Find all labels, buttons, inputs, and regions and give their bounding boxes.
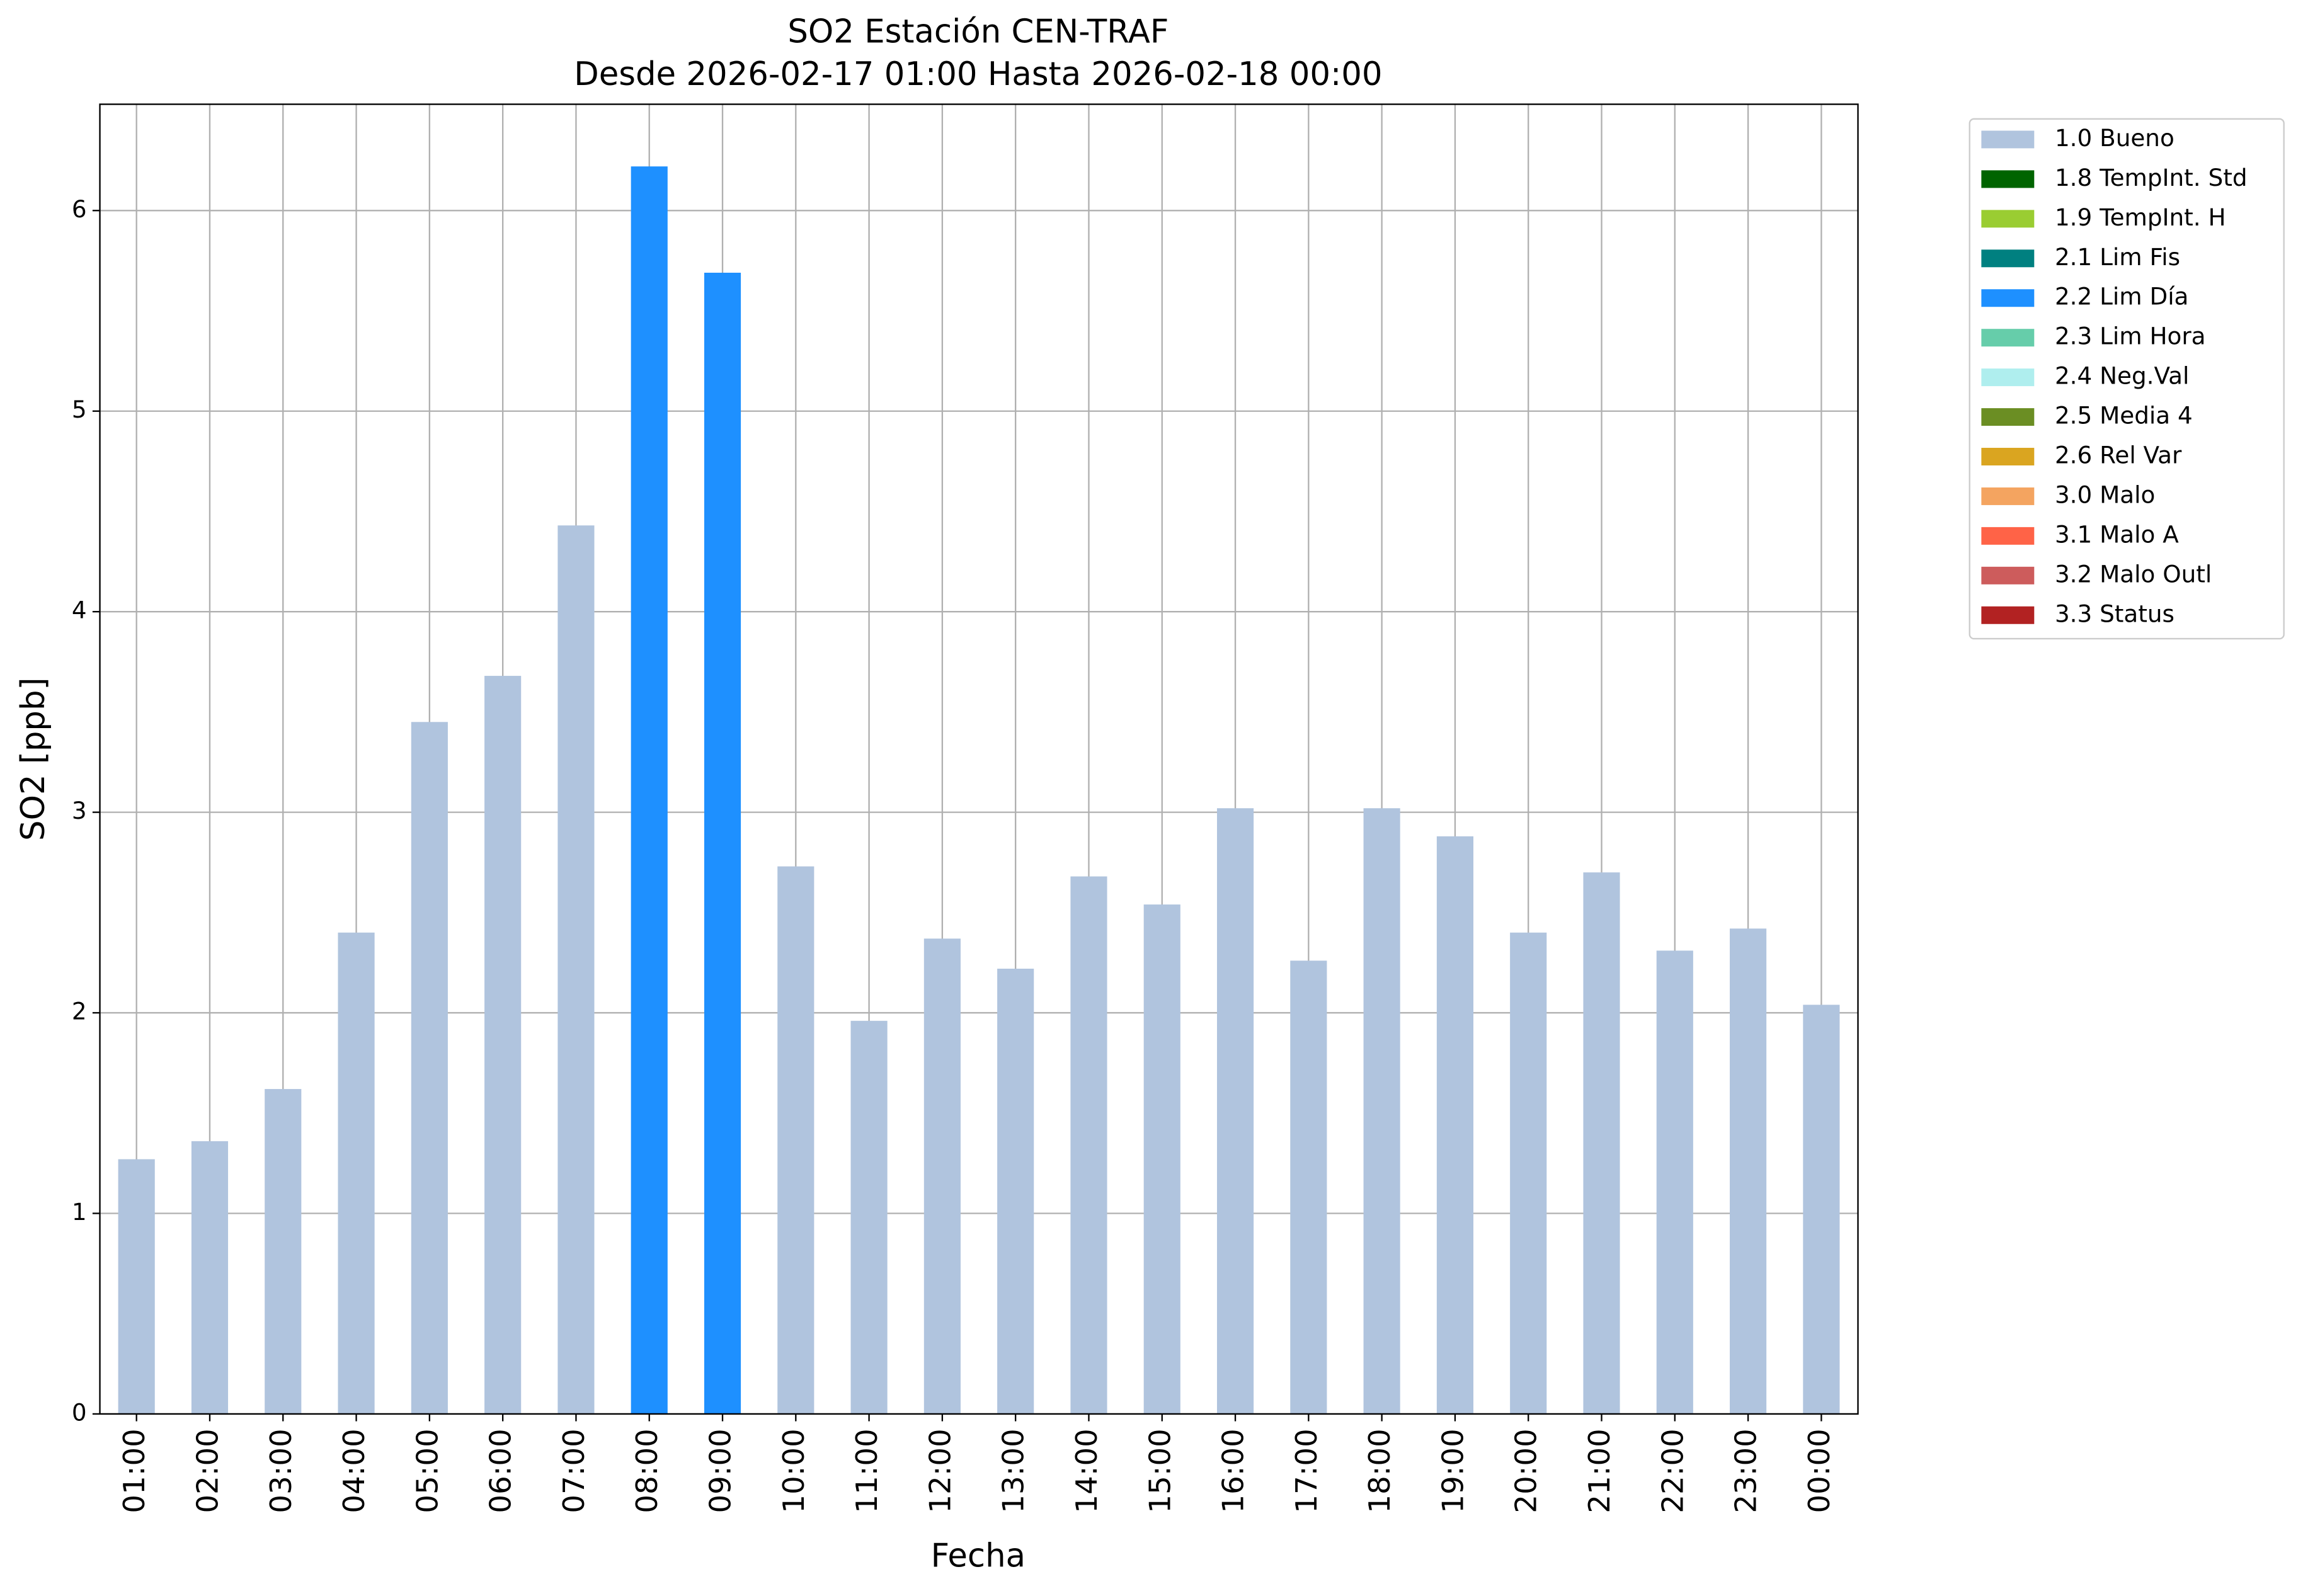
legend-label: 3.1 Malo A [2055, 520, 2179, 548]
x-tick-label: 01:00 [117, 1428, 151, 1513]
bar [1510, 932, 1547, 1414]
legend-swatch [1981, 329, 2035, 347]
legend-swatch [1981, 448, 2035, 465]
bar [1803, 1005, 1840, 1414]
x-tick-label: 00:00 [1802, 1428, 1836, 1513]
bar [411, 722, 448, 1414]
chart-title: SO2 Estación CEN-TRAF [787, 13, 1169, 51]
x-tick-label: 15:00 [1143, 1428, 1177, 1513]
x-tick-label: 16:00 [1216, 1428, 1250, 1513]
x-tick-label: 06:00 [484, 1428, 518, 1513]
legend-label: 1.0 Bueno [2055, 124, 2174, 152]
bar [338, 932, 375, 1414]
bar [484, 676, 522, 1414]
x-tick-label: 23:00 [1729, 1428, 1763, 1513]
bar [704, 273, 741, 1414]
bar [118, 1159, 155, 1414]
x-tick-label: 02:00 [190, 1428, 224, 1513]
legend-swatch [1981, 408, 2035, 426]
bar [1656, 950, 1693, 1414]
bar [1216, 808, 1254, 1414]
legend-swatch [1981, 527, 2035, 545]
x-tick-label: 08:00 [630, 1428, 664, 1513]
x-tick-label: 09:00 [704, 1428, 738, 1513]
x-tick-label: 11:00 [850, 1428, 884, 1513]
x-tick-label: 05:00 [410, 1428, 444, 1513]
legend-swatch [1981, 566, 2035, 584]
x-tick-label: 14:00 [1070, 1428, 1104, 1513]
bar [850, 1020, 888, 1414]
x-tick-label: 13:00 [997, 1428, 1031, 1513]
bar [1436, 836, 1473, 1414]
x-axis-label: Fecha [931, 1537, 1026, 1575]
bar [1730, 928, 1767, 1414]
y-tick-label: 2 [72, 998, 87, 1025]
bar [777, 866, 814, 1414]
legend-label: 2.6 Rel Var [2055, 442, 2182, 469]
legend-swatch [1981, 210, 2035, 228]
y-axis-label: SO2 [ppb] [14, 677, 52, 840]
legend-swatch [1981, 249, 2035, 268]
plot-frame [99, 103, 1859, 1415]
bar [557, 525, 595, 1414]
x-tick-label: 04:00 [337, 1428, 371, 1513]
bar [923, 938, 961, 1414]
chart-subtitle: Desde 2026-02-17 01:00 Hasta 2026-02-18 … [574, 55, 1382, 93]
x-tick-label: 12:00 [923, 1428, 957, 1513]
legend-label: 3.2 Malo Outl [2055, 560, 2212, 588]
legend-label: 3.0 Malo [2055, 481, 2155, 508]
legend-label: 2.4 Neg.Val [2055, 362, 2189, 390]
legend-label: 2.1 Lim Fis [2055, 243, 2180, 271]
legend-swatch [1981, 289, 2035, 307]
legend-box [1969, 118, 2285, 640]
legend-swatch [1981, 487, 2035, 505]
x-tick-label: 18:00 [1363, 1428, 1397, 1513]
bar [997, 968, 1034, 1414]
x-tick-label: 20:00 [1509, 1428, 1543, 1513]
x-tick-label: 21:00 [1582, 1428, 1616, 1513]
y-tick-label: 5 [72, 396, 87, 423]
legend-swatch [1981, 606, 2035, 624]
bar [1143, 904, 1180, 1414]
x-tick-label: 17:00 [1289, 1428, 1323, 1513]
y-tick-label: 1 [72, 1198, 87, 1226]
bar [1070, 876, 1107, 1414]
legend-label: 2.5 Media 4 [2055, 402, 2193, 430]
bar [191, 1141, 229, 1414]
legend-label: 3.3 Status [2055, 600, 2174, 627]
x-tick-label: 07:00 [557, 1428, 591, 1513]
legend-swatch [1981, 130, 2035, 149]
x-tick-label: 10:00 [777, 1428, 811, 1513]
legend-swatch [1981, 368, 2035, 387]
x-tick-label: 19:00 [1436, 1428, 1470, 1513]
y-tick-label: 0 [72, 1398, 87, 1426]
legend-label: 2.3 Lim Hora [2055, 322, 2206, 350]
y-tick-label: 3 [72, 797, 87, 824]
legend-label: 2.2 Lim Día [2055, 283, 2188, 311]
bar [631, 166, 668, 1414]
bar [1363, 808, 1400, 1414]
bar [1583, 872, 1620, 1414]
x-tick-label: 22:00 [1655, 1428, 1689, 1513]
bar [265, 1089, 302, 1414]
bar [1290, 960, 1327, 1414]
y-tick-label: 6 [72, 195, 87, 223]
legend-swatch [1981, 170, 2035, 188]
y-tick-label: 4 [72, 596, 87, 624]
legend-label: 1.9 TempInt. H [2055, 203, 2226, 231]
legend-label: 1.8 TempInt. Std [2055, 164, 2248, 191]
x-tick-label: 03:00 [264, 1428, 298, 1513]
